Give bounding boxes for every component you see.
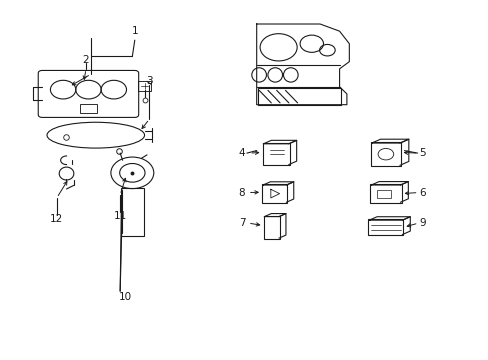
Text: 6: 6 — [418, 188, 425, 198]
Text: 8: 8 — [238, 188, 245, 198]
Text: 5: 5 — [418, 148, 425, 158]
Text: 12: 12 — [50, 215, 63, 224]
Text: 2: 2 — [82, 55, 89, 65]
Text: 3: 3 — [146, 76, 152, 86]
Text: 9: 9 — [418, 218, 425, 228]
Text: 11: 11 — [113, 211, 126, 221]
Text: 7: 7 — [238, 218, 245, 228]
Text: 1: 1 — [131, 26, 138, 36]
Text: 4: 4 — [238, 148, 245, 158]
Text: 10: 10 — [118, 292, 131, 302]
